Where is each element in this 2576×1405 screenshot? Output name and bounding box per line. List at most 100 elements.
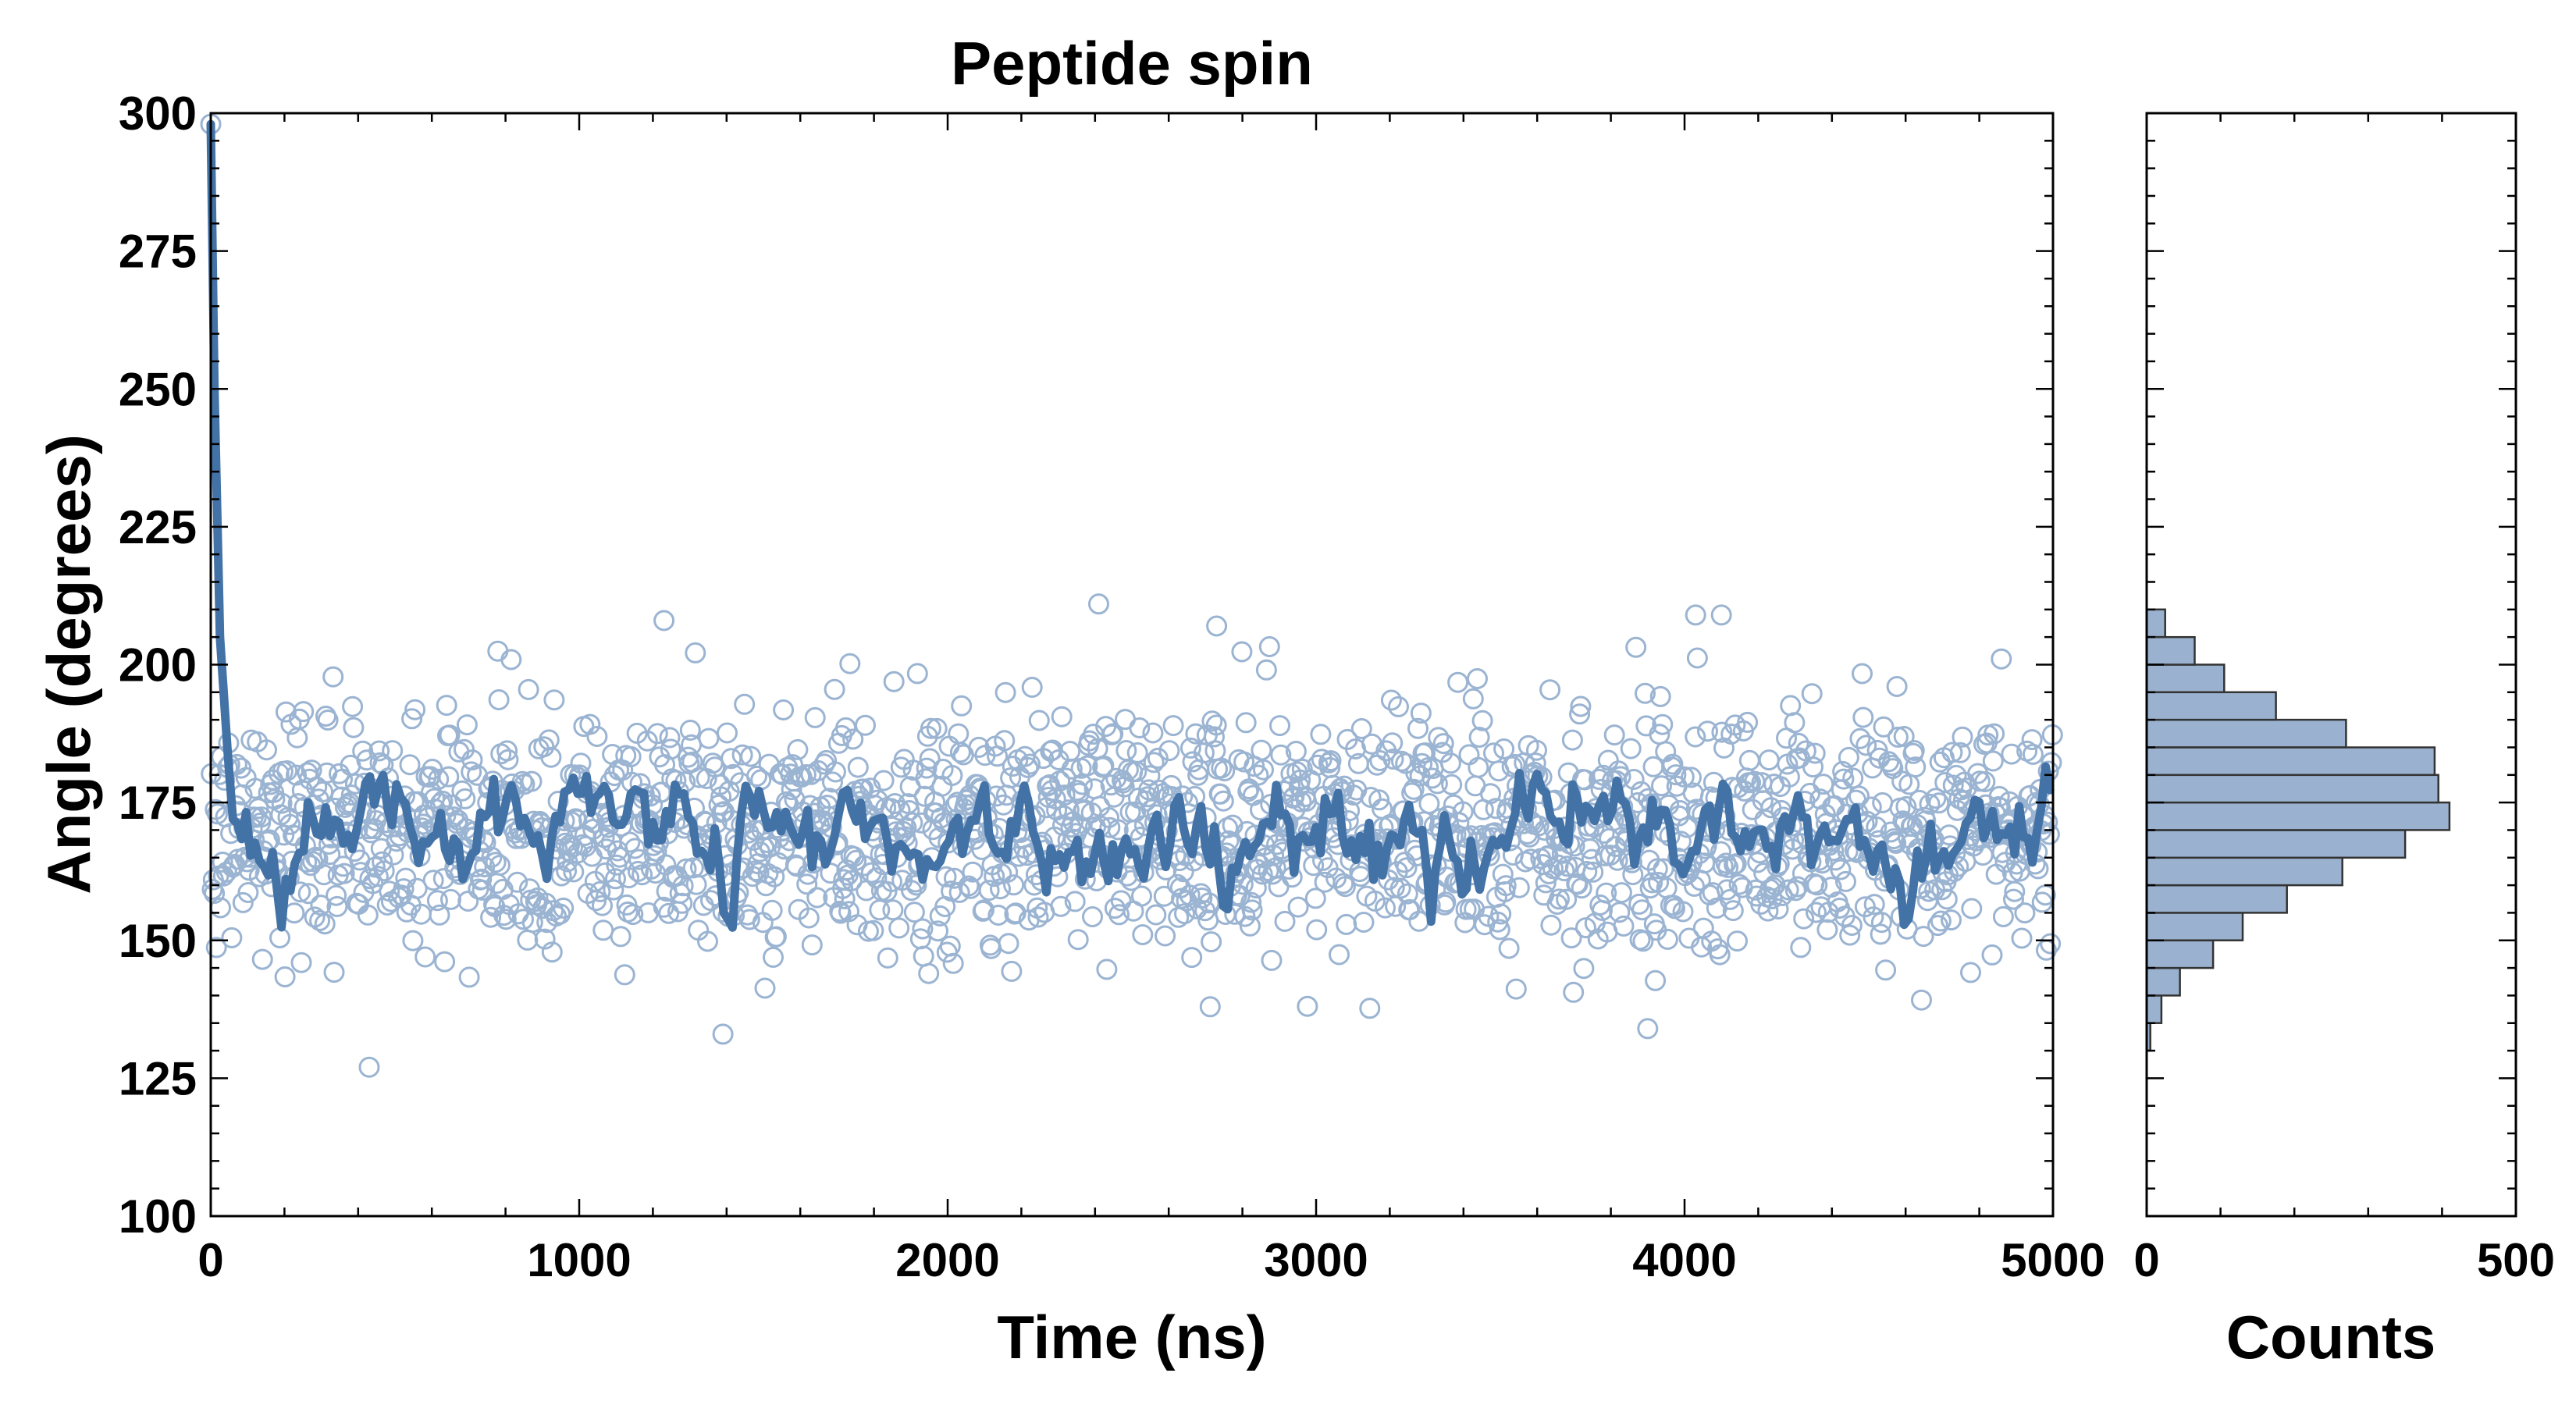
scatter-point [570, 752, 592, 774]
scatter-point [1860, 796, 1882, 818]
scatter-point [806, 887, 828, 909]
scatter-point [1397, 883, 1418, 905]
scatter-point [1573, 958, 1595, 980]
scatter-point [297, 883, 319, 905]
scatter-point [748, 862, 770, 884]
scatter-point [754, 977, 776, 999]
scatter-point [1332, 873, 1354, 895]
scatter-point [926, 717, 948, 739]
scatter-point [1747, 852, 1769, 873]
scatter-point [1142, 722, 1164, 744]
scatter-point [906, 663, 928, 685]
scatter-point [1480, 783, 1501, 805]
histogram-bars [2145, 608, 2451, 1052]
scatter-point [1304, 887, 1326, 909]
scatter-point [1652, 713, 1674, 735]
scatter-point [1027, 906, 1049, 928]
scatter-point [1596, 882, 1617, 904]
scatter-point [1992, 905, 2014, 927]
scatter-point [471, 868, 493, 890]
y-tick-label: 300 [119, 87, 197, 140]
scatter-point [882, 899, 904, 921]
scatter-point [1145, 904, 1167, 926]
scatter-point [1649, 685, 1671, 707]
scatter-point [1407, 717, 1429, 739]
scatter-point [543, 689, 565, 711]
scatter-point [1676, 816, 1698, 838]
scatter-point [326, 884, 347, 906]
scatter-point [367, 866, 389, 887]
scatter-point [507, 871, 528, 893]
scatter-point [1391, 750, 1412, 772]
scatter-point [432, 868, 454, 890]
scatter-point [1061, 758, 1083, 780]
scatter-point [1359, 998, 1381, 1019]
scatter-point [1462, 688, 1484, 710]
y-tick-label: 200 [119, 639, 197, 692]
scatter-point [205, 937, 227, 959]
scatter-point [1138, 779, 1160, 801]
scatter-point [1051, 706, 1073, 727]
scatter-point [1866, 816, 1888, 838]
scatter-point [1642, 872, 1663, 894]
scatter-point [1813, 774, 1834, 795]
scatter-point [1307, 754, 1329, 776]
scatter-point [918, 962, 940, 984]
scatter-point [1019, 753, 1041, 775]
x-tick-label: 2000 [895, 1234, 999, 1286]
y-tick-label: 100 [119, 1190, 197, 1243]
scatter-point [1938, 824, 1960, 846]
scatter-point [495, 909, 517, 930]
scatter-point [619, 831, 641, 853]
x-tick-labels: 0 1000 2000 3000 4000 5000 [197, 1234, 2105, 1286]
scatter-point [1631, 899, 1653, 921]
scatter-point [958, 875, 980, 897]
scatter-point [1711, 721, 1733, 743]
scatter-point [658, 902, 680, 924]
scatter-point [935, 866, 957, 887]
scatter-point [1856, 735, 1877, 756]
histogram-panel: 0 500 Counts [2133, 112, 2555, 1371]
histogram-x-tick-label: 500 [2477, 1234, 2555, 1286]
scatter-point [1528, 815, 1550, 837]
scatter-point [413, 804, 435, 826]
scatter-point [1071, 774, 1093, 795]
scatter-point [533, 736, 555, 758]
y-tick-label: 275 [119, 226, 197, 278]
scatter-point [1235, 712, 1257, 734]
scatter-point [1778, 766, 1800, 788]
scatter-point [1350, 718, 1372, 739]
scatter-point [333, 863, 355, 884]
scatter-point [1630, 781, 1652, 802]
scatter-point [1186, 898, 1208, 919]
scatter-point [1632, 930, 1654, 952]
scatter-point [888, 917, 910, 939]
scatter-point [434, 951, 456, 973]
scatter-point [1837, 841, 1859, 863]
scatter-point [842, 728, 864, 750]
scatter-point [1870, 923, 1891, 945]
scatter-point [1603, 724, 1625, 746]
scatter-point [1432, 733, 1454, 755]
scatter-point [753, 837, 775, 859]
scatter-point [1411, 752, 1433, 774]
scatter-point [1651, 775, 1672, 797]
scatter-point [1645, 969, 1667, 991]
scatter-point [682, 857, 704, 879]
scatter-point [1380, 689, 1402, 711]
scatter-point [428, 768, 450, 790]
scatter-point [1199, 996, 1221, 1018]
scatter-point [1222, 814, 1244, 836]
scatter-point [1508, 877, 1530, 898]
y-tick-label: 125 [119, 1052, 197, 1104]
scatter-point [1635, 682, 1656, 704]
scatter-point [2040, 933, 2062, 955]
scatter-point [1076, 755, 1098, 777]
scatter-point [456, 714, 478, 736]
scatter-point [1767, 898, 1789, 919]
scatter-point [1665, 764, 1687, 786]
scatter-point [610, 926, 632, 948]
scatter-point [1955, 777, 1977, 799]
scatter-point [773, 699, 795, 720]
scatter-point [1066, 780, 1088, 802]
